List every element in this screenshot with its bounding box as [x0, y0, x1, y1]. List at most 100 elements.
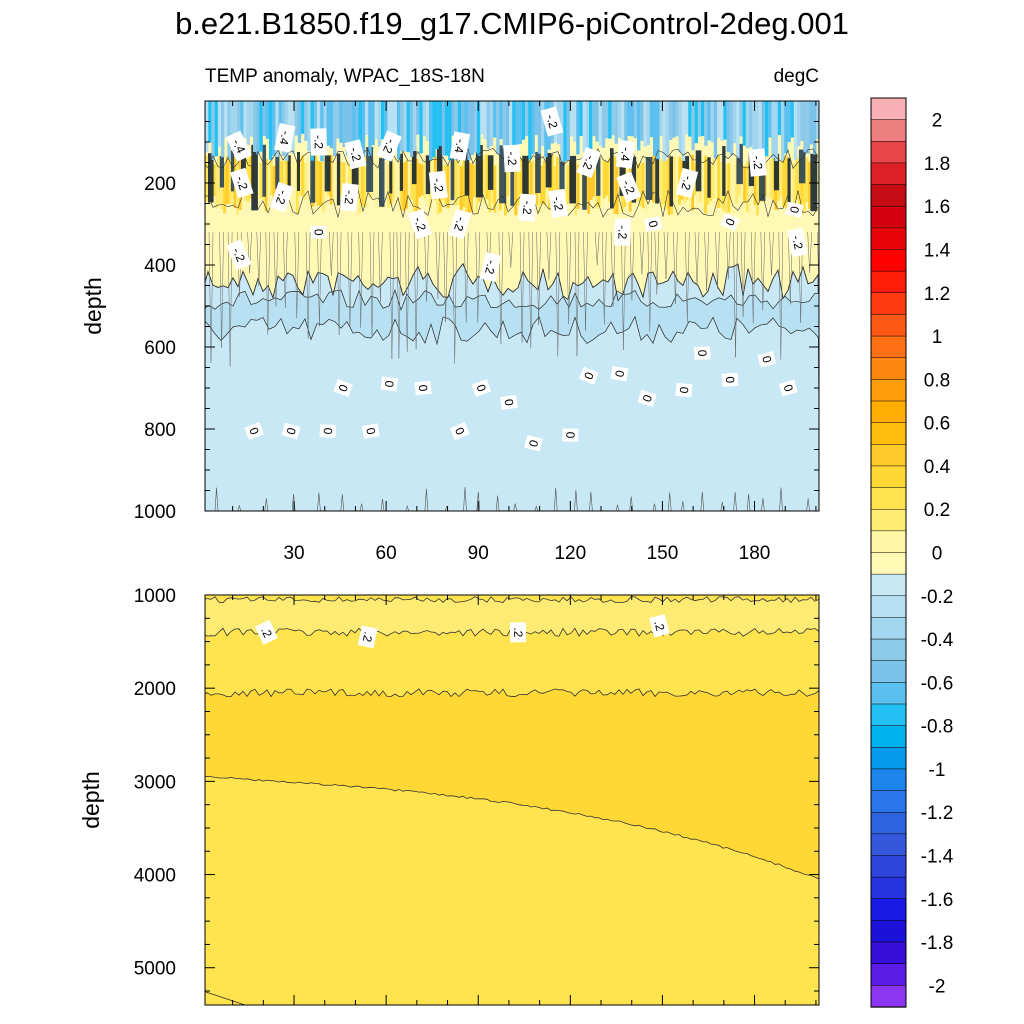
contour-label: -.4 [449, 131, 471, 161]
colorbar-label: -1.2 [921, 803, 954, 824]
colorbar-label: 0 [932, 544, 943, 565]
lower-ylabel: depth [78, 771, 104, 829]
contour-label: -.2 [540, 106, 564, 137]
svg-text:-.2: -.2 [430, 177, 446, 193]
svg-text:0: 0 [612, 369, 627, 378]
colorbar-swatch [870, 314, 907, 337]
contour-label: 0 [785, 201, 804, 218]
contour-label: 0 [319, 424, 337, 439]
svg-text:0: 0 [639, 393, 654, 404]
colorbar-swatch [870, 227, 907, 251]
contour-label: -.2 [226, 239, 252, 271]
colorbar-label: -0.6 [921, 673, 954, 694]
svg-text:-.2: -.2 [451, 215, 469, 233]
colorbar-label: 2 [932, 111, 943, 132]
colorbar-swatch [870, 725, 907, 748]
colorbar-label: 1.4 [924, 241, 951, 262]
y-tick-label: 400 [144, 256, 176, 277]
colorbar-label: -1.6 [921, 890, 954, 911]
colorbar-swatch [870, 444, 907, 467]
contour-label: 0 [524, 435, 543, 452]
svg-text:-.2: -.2 [550, 195, 566, 211]
contour-label: -.2 [787, 227, 808, 258]
contour-label: -.2 [616, 171, 642, 203]
contour-label: 0 [361, 423, 380, 439]
contour-label: -.2 [518, 193, 537, 222]
svg-text:0: 0 [335, 382, 351, 393]
colorbar-swatch [870, 357, 907, 380]
colorbar-swatch [870, 811, 907, 835]
subtitle-left: TEMP anomaly, WPAC_18S-18N [205, 66, 485, 87]
colorbar-swatch [870, 876, 907, 900]
y-tick-label: 5000 [134, 959, 176, 980]
contour-label: -.2 [339, 183, 359, 212]
svg-text:-.2: -.2 [678, 174, 695, 191]
colorbar-label: -0.2 [921, 587, 954, 608]
svg-text:0: 0 [759, 354, 774, 364]
colorbar-label: 0.2 [924, 500, 950, 521]
upper-y-tick-labels: 200 400 600 800 1000 [134, 174, 176, 523]
colorbar-swatch [870, 595, 907, 619]
colorbar-label: 0.4 [924, 457, 951, 478]
contour-label: -.2 [407, 208, 433, 240]
colorbar-label: -1 [929, 760, 946, 781]
svg-text:0: 0 [677, 386, 692, 394]
colorbar-swatch [870, 617, 907, 640]
contour-label: -.2 [547, 188, 569, 219]
upper-panel: 200 400 600 800 1000 30 60 90 120 150 180 depth -… [80, 100, 820, 564]
lower-contour-labels: .2 .2 .2 .2 [254, 614, 670, 649]
svg-text:0: 0 [581, 370, 597, 382]
contour-label: -.2 [269, 181, 294, 213]
contour-label: .2 [254, 619, 278, 645]
svg-text:0: 0 [452, 425, 468, 437]
svg-text:-.2: -.2 [620, 178, 638, 197]
svg-text:-.2: -.2 [411, 215, 429, 233]
colorbar-swatch [870, 249, 907, 272]
svg-text:-.4: -.4 [229, 137, 248, 156]
contour-label: -.2 [230, 167, 254, 199]
lower-warm-core [205, 688, 819, 879]
svg-text:-.2: -.2 [482, 259, 499, 276]
colorbar-swatch [870, 963, 907, 987]
colorbar-label: 1 [932, 327, 943, 348]
x-tick-label: 120 [554, 543, 586, 564]
y-tick-label: 2000 [134, 679, 176, 700]
x-tick-label: 180 [739, 543, 771, 564]
lower-frame [204, 594, 820, 1006]
colorbar-swatch [870, 682, 907, 705]
svg-text:-.2: -.2 [380, 137, 398, 156]
colorbar-swatch [870, 985, 907, 1008]
svg-text:0: 0 [646, 219, 661, 229]
colorbar-swatch [870, 270, 907, 294]
contour-label: 0 [757, 350, 777, 368]
colorbar-swatch [870, 465, 907, 489]
svg-text:0: 0 [781, 383, 796, 394]
contour-label: -.2 [479, 252, 502, 283]
contour-label: -.2 [503, 144, 521, 173]
contour-label: -.2 [344, 139, 367, 170]
svg-text:0: 0 [382, 380, 397, 389]
contour-label: 0 [578, 366, 599, 385]
y-tick-label: 3000 [134, 772, 176, 793]
colorbar-swatch [870, 920, 907, 943]
contour-label: 0 [720, 212, 740, 232]
contour-label: -.4 [274, 123, 296, 153]
colorbar-swatch [870, 768, 907, 792]
colorbar-label: -2 [929, 976, 946, 997]
contour-label: -.2 [310, 128, 327, 156]
y-tick-label: 1000 [134, 586, 176, 607]
colorbar-swatch [870, 573, 907, 597]
chart-title: b.e21.B1850.f19_g17.CMIP6-piControl-2deg… [175, 6, 849, 41]
contour-label: 0 [637, 389, 657, 407]
contour-label: 0 [281, 422, 301, 440]
colorbar-swatch [870, 660, 907, 684]
svg-text:-.2: -.2 [342, 190, 357, 206]
svg-text:-.4: -.4 [276, 130, 293, 147]
svg-text:-.4: -.4 [618, 146, 634, 162]
lower-contour-lines [205, 596, 819, 1005]
svg-text:0: 0 [363, 427, 378, 436]
svg-text:0: 0 [787, 205, 802, 215]
svg-text:-.2: -.2 [347, 146, 364, 163]
colorbar-swatch [870, 552, 907, 575]
